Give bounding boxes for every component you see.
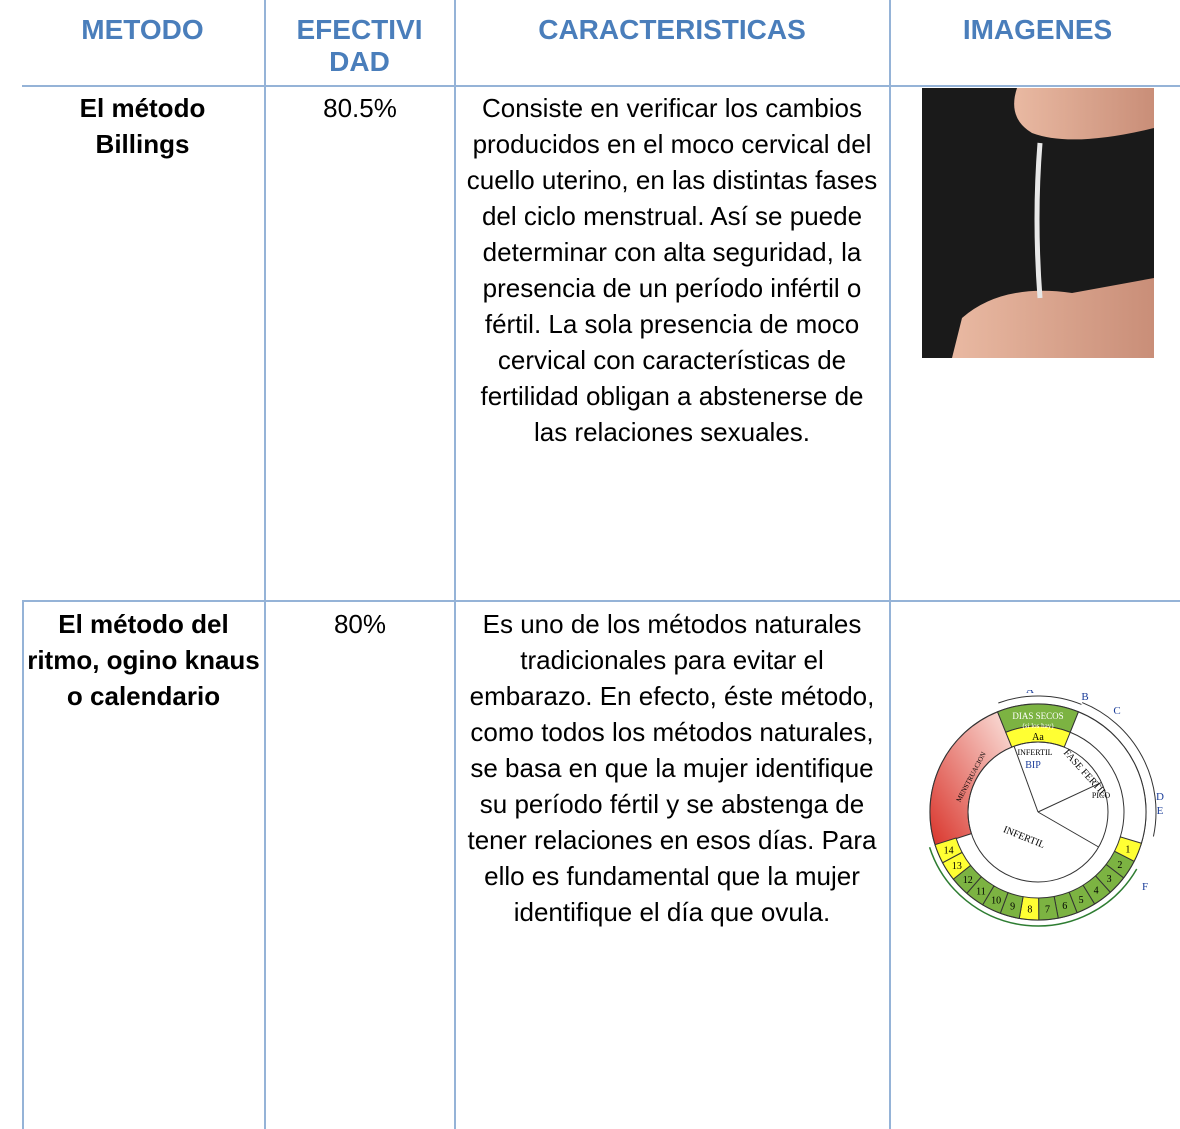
rule — [889, 0, 891, 1129]
header-cell: EFECTIVIDAD — [296, 14, 423, 77]
day-label: 6 — [1062, 901, 1067, 912]
method: El método del ritmo, ogino knaus o calen… — [27, 609, 260, 711]
day-label: 4 — [1094, 886, 1099, 897]
effectiveness: 80% — [333, 609, 387, 639]
rule — [264, 0, 266, 1129]
diagram-label: BIP — [1025, 760, 1041, 771]
day-label: 5 — [1079, 895, 1084, 906]
diagram-label: B — [1081, 691, 1088, 703]
effectiveness: 80.5% — [323, 93, 397, 123]
header-cell: METODO — [81, 14, 204, 45]
diagram-label: (si los hay) — [1022, 722, 1054, 730]
divider — [1037, 781, 1102, 813]
diagram-label: D — [1156, 791, 1164, 803]
day-label: 10 — [991, 895, 1001, 906]
day-segment — [934, 837, 963, 864]
day-label: 11 — [976, 886, 986, 897]
diagram-label: C — [1113, 705, 1120, 717]
arrow — [998, 695, 1082, 705]
diagram-label: A — [1026, 690, 1034, 696]
description: Es uno de los métodos naturales tradicio… — [467, 609, 877, 927]
rule — [22, 600, 24, 1129]
method: El método Billings — [79, 93, 206, 159]
inner — [967, 741, 1109, 883]
arrow — [1082, 702, 1157, 837]
divider — [1037, 811, 1099, 848]
diagram-label: PICO — [1092, 791, 1110, 800]
diagram-label: F — [1142, 881, 1148, 893]
rule — [454, 0, 456, 1129]
header-cell: CARACTERISTICAS — [538, 14, 806, 45]
rule — [22, 85, 1180, 87]
diagram-label: DIAS SECOS — [1012, 711, 1063, 721]
photo — [922, 88, 1154, 358]
diagram-label: INFERTIL — [1017, 748, 1052, 757]
day-label: 7 — [1045, 905, 1050, 916]
day-label: 2 — [1117, 860, 1122, 871]
day-label: 9 — [1010, 902, 1015, 913]
diagram-label: E — [1157, 805, 1164, 817]
header-cell: IMAGENES — [962, 14, 1113, 45]
day-label: 14 — [944, 846, 954, 857]
diagram-label: Aa — [1032, 732, 1044, 743]
arrow — [928, 846, 1138, 927]
description: Consiste en verificar los cambios produc… — [466, 93, 878, 447]
day-label: 12 — [963, 875, 973, 886]
day-label: 8 — [1027, 905, 1032, 916]
day-label: 13 — [952, 861, 962, 872]
day-label: 1 — [1125, 844, 1130, 855]
divider — [1013, 746, 1039, 813]
day-label: 3 — [1107, 874, 1112, 885]
rule — [22, 600, 1180, 602]
